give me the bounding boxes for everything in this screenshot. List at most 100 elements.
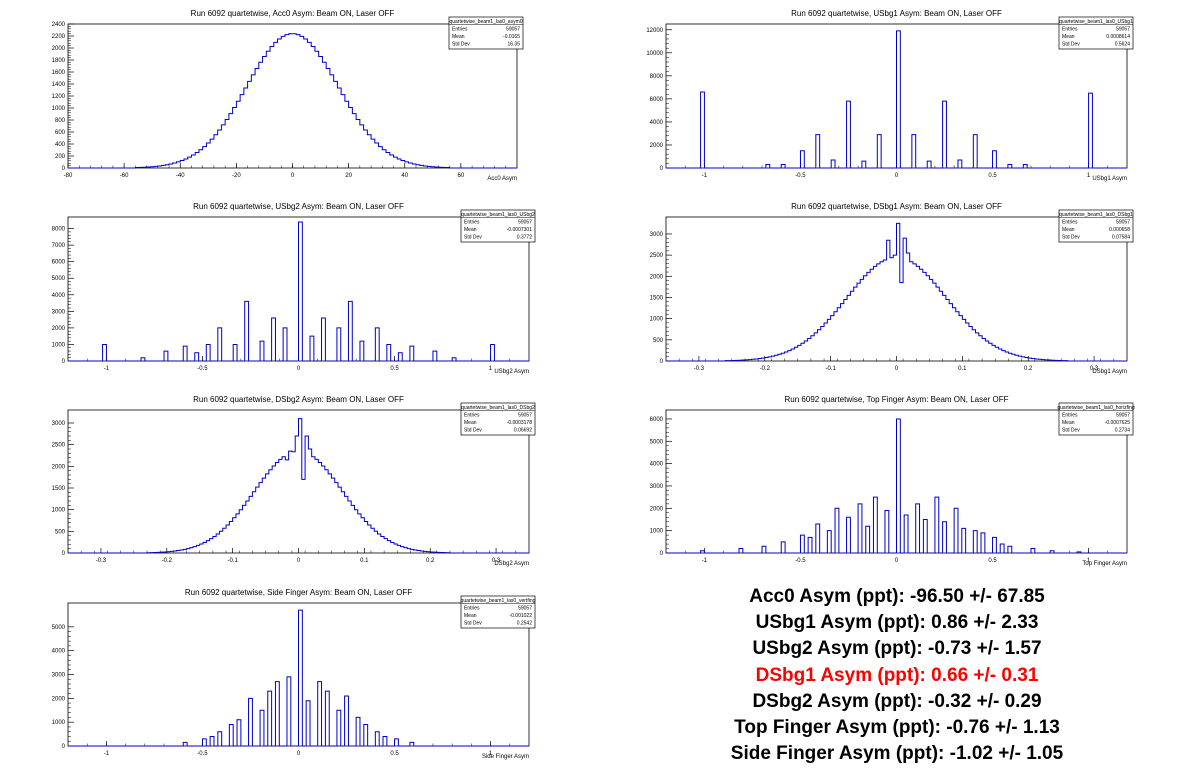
histogram-pad-5: Run 6092 quartetwise, DSbg2 Asym: Beam O… xyxy=(52,395,536,567)
stats-value-mean: 0.0008614 xyxy=(1106,34,1130,40)
y-tick-label: 5000 xyxy=(52,625,66,631)
stats-value-entries: 59057 xyxy=(1116,413,1130,419)
x-tick-label: -0.3 xyxy=(694,366,705,372)
stats-label-entries: Entries xyxy=(1062,220,1078,226)
y-tick-label: 1600 xyxy=(52,70,66,76)
x-tick-label: 0 xyxy=(291,173,295,179)
y-tick-label: 2000 xyxy=(52,696,66,702)
asymmetry-summary: Acc0 Asym (ppt): -96.50 +/- 67.85 USbg1 … xyxy=(700,584,1094,767)
x-tick-label: 0.1 xyxy=(360,558,369,564)
histogram-pad-3: Run 6092 quartetwise, USbg2 Asym: Beam O… xyxy=(52,202,536,375)
stats-value-std-dev: 0.06692 xyxy=(514,428,532,434)
x-tick-label: 0.2 xyxy=(1024,366,1033,372)
plot-title: Run 6092 quartetwise, DSbg2 Asym: Beam O… xyxy=(193,395,404,404)
plot-title: Run 6092 quartetwise, Side Finger Asym: … xyxy=(185,588,412,597)
stats-value-entries: 59057 xyxy=(1116,220,1130,226)
y-tick-label: 1000 xyxy=(52,106,66,112)
stats-label-entries: Entries xyxy=(464,220,480,226)
summary-line-top-finger: Top Finger Asym (ppt): -0.76 +/- 1.13 xyxy=(734,717,1060,739)
stats-label-std-dev: Std Dev xyxy=(464,428,482,434)
x-tick-label: -1 xyxy=(104,366,110,372)
x-tick-label: -1 xyxy=(104,751,110,757)
y-tick-label: 6000 xyxy=(650,97,664,103)
stats-value-entries: 59057 xyxy=(518,220,532,226)
y-tick-label: 0 xyxy=(660,359,664,365)
x-tick-label: -0.5 xyxy=(197,751,208,757)
x-axis-title: USbg2 Asym xyxy=(494,369,529,375)
y-tick-label: 10000 xyxy=(646,51,663,57)
x-tick-label: 0.3 xyxy=(1090,366,1099,372)
x-tick-label: 0 xyxy=(895,173,899,179)
stats-label-mean: Mean xyxy=(1062,420,1075,426)
x-tick-label: -60 xyxy=(120,173,129,179)
x-tick-label: -0.1 xyxy=(825,366,836,372)
x-tick-label: 0 xyxy=(297,751,301,757)
y-tick-label: 8000 xyxy=(650,74,664,80)
y-tick-label: 1500 xyxy=(52,486,66,492)
stats-label-mean: Mean xyxy=(1062,227,1075,233)
stats-value-entries: 59057 xyxy=(518,413,532,419)
histogram-series xyxy=(68,418,529,554)
plot-title: Run 6092 quartetwise, DSbg1 Asym: Beam O… xyxy=(791,202,1002,211)
x-tick-label: -0.1 xyxy=(227,558,238,564)
y-tick-label: 4000 xyxy=(52,293,66,299)
histogram-pad-2: Run 6092 quartetwise, USbg1 Asym: Beam O… xyxy=(646,9,1134,182)
y-tick-label: 1400 xyxy=(52,82,66,88)
stats-value-std-dev: 0.3772 xyxy=(517,235,533,241)
y-tick-label: 1000 xyxy=(52,342,66,348)
stats-label-mean: Mean xyxy=(464,613,477,619)
stats-value-mean: -0.0007301 xyxy=(507,227,533,233)
summary-line-dsbg1: DSbg1 Asym (ppt): 0.66 +/- 0.31 xyxy=(755,664,1039,686)
y-tick-label: 12000 xyxy=(646,28,663,34)
stats-value-entries: 59057 xyxy=(506,27,520,33)
y-tick-label: 4000 xyxy=(650,120,664,126)
x-tick-label: 0.5 xyxy=(988,558,997,564)
y-tick-label: 2200 xyxy=(52,34,66,40)
stats-value-mean: -0.0007625 xyxy=(1105,420,1131,426)
stats-box-name: quartetwise_beam1_las0_horizfing xyxy=(1057,405,1134,411)
y-tick-label: 1000 xyxy=(52,508,66,514)
y-tick-label: 4000 xyxy=(52,649,66,655)
histogram-series xyxy=(68,33,517,169)
histogram-series xyxy=(666,30,1127,169)
stats-box-name: quartetwise_beam1_las0_vertfing xyxy=(461,598,536,604)
y-tick-label: 0 xyxy=(660,166,664,172)
x-tick-label: 1 xyxy=(489,751,493,757)
y-tick-label: 1000 xyxy=(650,529,664,535)
stats-value-std-dev: 0.5624 xyxy=(1115,42,1131,48)
stats-value-mean: 0.000658 xyxy=(1109,227,1130,233)
stats-label-entries: Entries xyxy=(464,413,480,419)
stats-label-mean: Mean xyxy=(464,420,477,426)
x-tick-label: 60 xyxy=(458,173,465,179)
stats-box-frame xyxy=(460,209,536,243)
histogram-pad-6: Run 6092 quartetwise, Top Finger Asym: B… xyxy=(650,395,1135,567)
stats-box: quartetwise_beam1_las0_vertfing Entries 59… xyxy=(460,595,536,629)
stats-box: quartetwise_beam1_las0_DSbg1 Entries 59057… xyxy=(1058,209,1134,243)
stats-box-frame xyxy=(460,595,536,629)
summary-line-acc0: Acc0 Asym (ppt): -96.50 +/- 67.85 xyxy=(749,586,1045,607)
x-tick-label: -0.5 xyxy=(197,366,208,372)
x-tick-label: 0 xyxy=(297,558,301,564)
stats-box-frame xyxy=(1058,402,1134,436)
x-tick-label: 0.1 xyxy=(958,366,967,372)
stats-label-std-dev: Std Dev xyxy=(1062,428,1080,434)
histogram-pad-4: Run 6092 quartetwise, DSbg1 Asym: Beam O… xyxy=(650,202,1134,375)
x-axis-title: Side Finger Asym xyxy=(482,754,529,760)
stats-box-name: quartetwise_beam1_las0_USbg1 xyxy=(1059,19,1133,25)
stats-label-std-dev: Std Dev xyxy=(464,235,482,241)
x-tick-label: -0.5 xyxy=(795,558,806,564)
stats-box-frame xyxy=(460,402,536,436)
y-tick-label: 0 xyxy=(62,551,66,557)
stats-label-std-dev: Std Dev xyxy=(1062,42,1080,48)
stats-label-entries: Entries xyxy=(1062,27,1078,33)
y-tick-label: 500 xyxy=(55,529,66,535)
y-tick-label: 2500 xyxy=(52,443,66,449)
plot-title: Run 6092 quartetwise, USbg1 Asym: Beam O… xyxy=(791,9,1002,18)
stats-value-std-dev: 16.35 xyxy=(507,42,520,48)
x-tick-label: -0.2 xyxy=(760,366,771,372)
y-tick-label: 6000 xyxy=(52,260,66,266)
y-tick-label: 3000 xyxy=(52,673,66,679)
x-tick-label: -1 xyxy=(702,173,708,179)
y-tick-label: 0 xyxy=(62,359,66,365)
